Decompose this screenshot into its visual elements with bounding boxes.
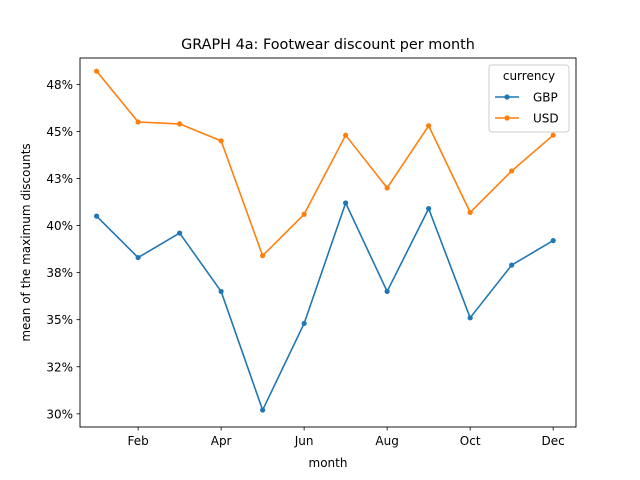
x-tick-label: Feb (127, 434, 148, 448)
x-tick-label: Oct (460, 434, 481, 448)
data-point-usd (177, 121, 183, 127)
data-point-gbp (509, 262, 515, 268)
x-tick-label: Jun (294, 434, 314, 448)
data-point-usd (550, 132, 556, 138)
y-tick-label: 32% (46, 360, 73, 374)
data-point-usd (426, 123, 432, 129)
series-line-gbp (96, 202, 554, 411)
y-tick-label: 30% (46, 407, 73, 421)
data-point-gbp (550, 238, 556, 244)
data-point-gbp (94, 213, 100, 219)
data-point-usd (467, 209, 473, 215)
data-point-usd (135, 119, 141, 125)
data-point-usd (260, 253, 266, 259)
x-axis-label: month (309, 456, 348, 470)
data-point-usd (384, 185, 390, 191)
data-point-gbp (218, 288, 224, 295)
y-tick-label: 38% (46, 266, 73, 280)
x-tick-label: Aug (375, 434, 398, 448)
plot-area: Feb Apr Jun Aug Oct Dec 30% 32% 35% 38% 40% 43% 45% 4… (46, 68, 565, 448)
x-tick-label: Apr (211, 434, 232, 448)
data-point-usd (301, 211, 307, 217)
data-point-gbp (426, 206, 432, 212)
legend: currency GBP USD (488, 64, 570, 133)
data-point-gbp (343, 200, 349, 206)
y-tick-label: 48% (46, 78, 73, 92)
y-tick-label: 45% (46, 125, 73, 139)
legend-marker-gbp (504, 94, 510, 100)
y-tick-label: 35% (46, 313, 73, 327)
chart-title: GRAPH 4a: Footwear discount per month (181, 37, 475, 53)
data-point-gbp (260, 407, 266, 413)
data-point-usd (218, 138, 224, 144)
series-line-usd (95, 70, 554, 257)
data-point-gbp (177, 230, 183, 236)
legend-label-usd: USD (533, 112, 559, 126)
y-tick-label: 43% (46, 172, 73, 186)
data-point-usd (509, 168, 515, 174)
legend-frame (488, 64, 570, 133)
data-point-gbp (467, 315, 473, 321)
x-tick-label: Dec (542, 434, 565, 448)
data-point-gbp (301, 320, 307, 327)
data-point-usd (94, 68, 100, 74)
legend-label-gbp: GBP (533, 91, 558, 105)
data-point-gbp (384, 288, 390, 295)
axes-frame (79, 57, 577, 428)
data-point-usd (343, 132, 349, 138)
legend-title: currency (503, 69, 555, 83)
legend-marker-usd (504, 115, 510, 121)
data-point-gbp (135, 254, 141, 261)
y-axis-label: mean of the maximum discounts (19, 143, 33, 341)
y-tick-label: 40% (46, 219, 73, 233)
